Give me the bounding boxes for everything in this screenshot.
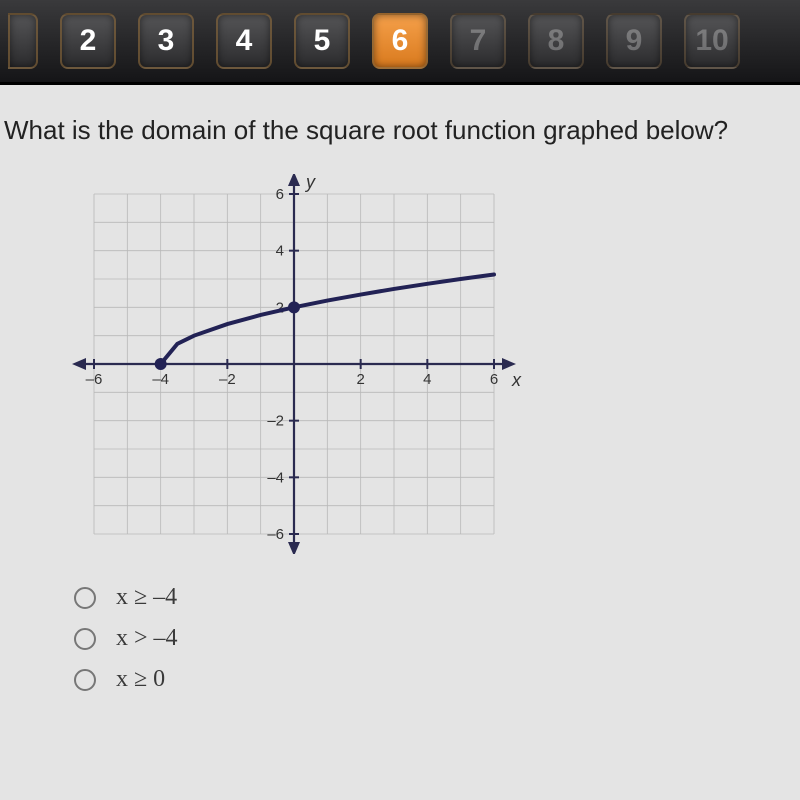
option-label: x ≥ –4 xyxy=(116,584,177,611)
radio-icon[interactable] xyxy=(74,628,96,650)
svg-text:–2: –2 xyxy=(219,371,236,388)
radio-icon[interactable] xyxy=(74,587,96,609)
nav-question-8[interactable]: 8 xyxy=(528,13,584,69)
nav-question-0[interactable] xyxy=(8,13,38,69)
svg-text:2: 2 xyxy=(356,371,364,388)
nav-question-4[interactable]: 4 xyxy=(216,13,272,69)
svg-text:–6: –6 xyxy=(267,526,284,543)
svg-text:4: 4 xyxy=(423,371,431,388)
nav-question-2[interactable]: 2 xyxy=(60,13,116,69)
svg-text:x: x xyxy=(511,370,522,390)
answer-option-2[interactable]: x ≥ 0 xyxy=(74,666,796,693)
option-label: x ≥ 0 xyxy=(116,666,165,693)
radio-icon[interactable] xyxy=(74,669,96,691)
question-text: What is the domain of the square root fu… xyxy=(4,115,796,146)
svg-text:–4: –4 xyxy=(152,371,169,388)
answer-option-1[interactable]: x > –4 xyxy=(74,625,796,652)
svg-text:–6: –6 xyxy=(86,371,103,388)
answer-option-0[interactable]: x ≥ –4 xyxy=(74,584,796,611)
svg-text:y: y xyxy=(304,174,316,192)
option-label: x > –4 xyxy=(116,625,178,652)
svg-text:2: 2 xyxy=(276,299,284,316)
function-graph: –6–4–2246–6–4–2246xy xyxy=(64,174,524,554)
nav-question-9[interactable]: 9 xyxy=(606,13,662,69)
svg-text:–4: –4 xyxy=(267,469,284,486)
svg-text:–2: –2 xyxy=(267,413,284,430)
nav-question-7[interactable]: 7 xyxy=(450,13,506,69)
answer-options: x ≥ –4 x > –4 x ≥ 0 xyxy=(74,584,796,693)
svg-text:6: 6 xyxy=(276,186,284,203)
nav-question-6[interactable]: 6 xyxy=(372,13,428,69)
svg-text:6: 6 xyxy=(490,371,498,388)
nav-question-3[interactable]: 3 xyxy=(138,13,194,69)
nav-question-10[interactable]: 10 xyxy=(684,13,740,69)
graph-container: –6–4–2246–6–4–2246xy xyxy=(64,174,524,554)
question-nav-bar: 23456789 10 xyxy=(0,0,800,85)
nav-question-5[interactable]: 5 xyxy=(294,13,350,69)
content-area: What is the domain of the square root fu… xyxy=(0,85,800,800)
svg-text:4: 4 xyxy=(276,243,284,260)
